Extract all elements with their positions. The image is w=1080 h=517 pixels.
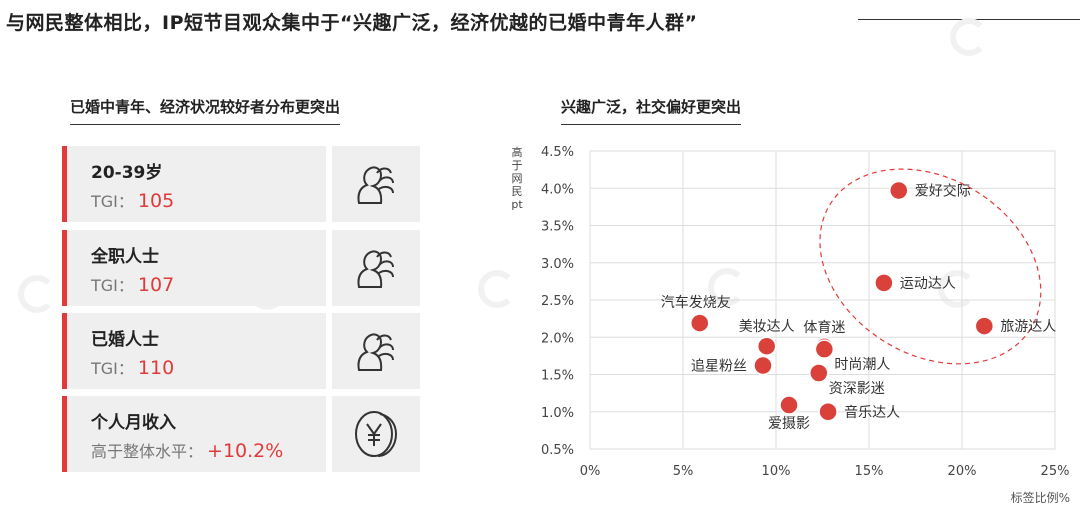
watermark-logo-icon [478, 270, 516, 308]
demographics-section-title: 已婚中青年、经济状况较好者分布更突出 [70, 96, 341, 125]
watermark-logo-icon [950, 18, 988, 56]
card-label: 20-39岁 [91, 163, 163, 183]
person-cluster-icon [332, 313, 420, 389]
stat-card-marital: 已婚人士 TGI： 110 [62, 313, 326, 389]
scatter-point [689, 313, 710, 333]
x-tick-label: 25% [1041, 464, 1070, 479]
point-label: 运动达人 [900, 276, 956, 292]
card-metric: 高于整体水平： +10.2% [91, 440, 284, 462]
page-title: 与网民整体相比，IP短节目观众集中于“兴趣广泛，经济优越的已婚中青年人群” [6, 12, 698, 34]
card-metric: TGI： 110 [91, 357, 175, 379]
interest-scatter-chart: 0.5% 1.0% 1.5% 2.0% 2.5% 3.0% 3.5% 4.0% 4.5% 0% 5%… [500, 140, 1078, 517]
y-tick-label: 1.0% [541, 406, 574, 421]
y-tick-label: 0.5% [541, 443, 574, 458]
highlight-ellipse [819, 168, 1042, 365]
card-value: 105 [137, 190, 175, 212]
point-label: 爱好交际 [915, 182, 971, 199]
scatter-point [889, 180, 909, 201]
x-tick-label: 20% [948, 464, 977, 479]
stat-card-employment: 全职人士 TGI： 107 [62, 230, 326, 306]
y-tick-label: 2.5% [541, 294, 574, 309]
person-cluster-icon [332, 230, 420, 306]
y-axis-label: 高于网民 pt [511, 145, 523, 211]
scatter-point [818, 402, 838, 422]
point-label: 时尚潮人 [834, 357, 890, 373]
watermark-logo-icon [18, 275, 56, 313]
point-label: 汽车发烧友 [661, 294, 731, 311]
card-metric: TGI： 105 [91, 190, 175, 212]
yuan-coin-icon [332, 396, 420, 472]
point-label: 资深影迷 [829, 381, 885, 397]
y-tick-label: 1.5% [541, 369, 574, 384]
scatter-plot: 0.5% 1.0% 1.5% 2.0% 2.5% 3.0% 3.5% 4.0% 4.5% 0% 5%… [511, 145, 1070, 505]
card-value: 110 [137, 357, 175, 379]
card-metric: TGI： 107 [91, 274, 175, 296]
card-value: +10.2% [207, 440, 284, 462]
scatter-point [874, 273, 894, 293]
x-tick-label: 0% [580, 464, 601, 479]
y-tick-label: 3.0% [541, 257, 574, 272]
card-value: 107 [137, 274, 175, 296]
card-label: 全职人士 [91, 247, 159, 267]
scatter-point [809, 363, 829, 383]
point-label: 爱摄影 [768, 416, 810, 432]
x-axis-label: 标签比例% [1011, 490, 1070, 505]
point-label: 体育迷 [803, 320, 845, 336]
watermark-logo-icon [708, 268, 746, 306]
stat-card-age: 20-39岁 TGI： 105 [62, 146, 326, 222]
stat-card-income: 个人月收入 高于整体水平： +10.2% [62, 396, 326, 472]
person-cluster-icon [332, 146, 420, 222]
scatter-point [974, 316, 995, 336]
y-tick-label: 2.0% [541, 331, 574, 346]
point-label: 旅游达人 [1000, 319, 1056, 335]
x-tick-label: 10% [762, 464, 791, 479]
scatter-point [756, 336, 777, 356]
y-tick-label: 4.5% [541, 145, 574, 160]
scatter-point [814, 339, 835, 359]
scatter-point [753, 355, 773, 376]
scatter-point [779, 395, 799, 415]
watermark-logo-icon [938, 270, 976, 308]
y-tick-label: 3.5% [541, 220, 574, 235]
y-tick-label: 4.0% [541, 182, 574, 197]
x-tick-label: 5% [673, 464, 694, 479]
point-label: 音乐达人 [844, 404, 900, 421]
point-label: 追星粉丝 [691, 359, 747, 375]
card-label: 个人月收入 [91, 413, 176, 433]
card-label: 已婚人士 [91, 330, 159, 350]
point-label: 美妆达人 [739, 319, 795, 335]
interest-section-title: 兴趣广泛，社交偏好更突出 [561, 96, 742, 125]
x-tick-label: 15% [855, 464, 884, 479]
